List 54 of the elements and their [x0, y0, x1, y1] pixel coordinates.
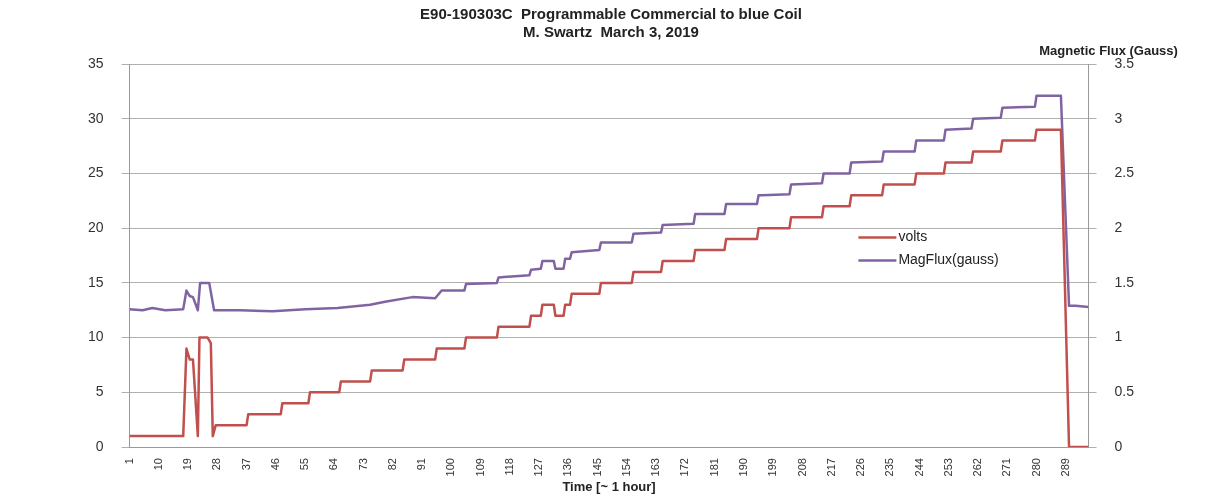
- x-tick-label: 271: [1000, 458, 1013, 477]
- y2-tick-label: 2.5: [1114, 164, 1135, 181]
- y2-tick-label: 3: [1114, 109, 1123, 126]
- x-tick-label: 55: [298, 458, 311, 471]
- legend-label: MagFlux(gauss): [898, 251, 999, 268]
- x-tick-label: 37: [239, 458, 252, 471]
- x-tick-label: 244: [912, 458, 925, 477]
- y-tick-label: 15: [87, 273, 104, 290]
- x-tick-label: 28: [210, 458, 223, 471]
- x-tick-label: 253: [941, 458, 954, 477]
- y-tick-label: 10: [87, 328, 104, 345]
- chart-subtitle: M. Swartz March 3, 2019: [523, 23, 699, 41]
- x-tick-label: 100: [444, 458, 457, 477]
- x-tick-label: 73: [356, 458, 369, 471]
- x-tick-label: 154: [619, 458, 632, 477]
- x-tick-label: 199: [766, 458, 779, 477]
- x-tick-label: 190: [736, 458, 749, 477]
- x-tick-label: 109: [473, 458, 486, 477]
- x-tick-label: 226: [854, 458, 867, 477]
- y2-tick-label: 0.5: [1114, 383, 1135, 400]
- x-tick-label: 91: [415, 458, 428, 471]
- x-tick-label: 235: [883, 458, 896, 477]
- x-tick-label: 172: [678, 458, 691, 477]
- x-tick-label: 136: [561, 458, 574, 477]
- y-tick-label: 30: [87, 109, 104, 126]
- x-tick-label: 19: [181, 458, 194, 471]
- y2-tick-label: 1: [1114, 328, 1123, 345]
- x-tick-label: 145: [590, 458, 603, 477]
- x-tick-label: 163: [649, 458, 662, 477]
- x-tick-label: 10: [151, 458, 164, 471]
- y2-tick-label: 0: [1114, 437, 1123, 454]
- x-tick-label: 262: [971, 458, 984, 477]
- y2-tick-label: 1.5: [1114, 273, 1135, 290]
- x-tick-label: 280: [1029, 458, 1042, 477]
- x-tick-label: 289: [1058, 458, 1071, 477]
- x-axis-title: Time [~ 1 hour]: [562, 478, 656, 494]
- x-tick-label: 1: [122, 458, 135, 465]
- x-tick-label: 208: [795, 458, 808, 477]
- chart-title: E90-190303C Programmable Commercial to blue Coil: [420, 5, 802, 23]
- x-tick-label: 127: [532, 458, 545, 477]
- y-tick-label: 20: [87, 219, 104, 236]
- x-tick-label: 118: [502, 458, 515, 476]
- x-tick-label: 82: [385, 458, 398, 471]
- x-tick-label: 217: [824, 458, 837, 477]
- x-tick-label: 64: [327, 458, 340, 471]
- legend-label: volts: [898, 228, 928, 245]
- x-tick-label: 46: [268, 458, 281, 471]
- y-tick-label: 35: [87, 54, 104, 71]
- y2-axis-title: Magnetic Flux (Gauss): [1039, 43, 1178, 59]
- y-tick-label: 5: [95, 383, 104, 400]
- y-tick-label: 25: [87, 164, 104, 181]
- y2-tick-label: 2: [1114, 219, 1123, 236]
- y-tick-label: 0: [95, 437, 104, 454]
- x-tick-label: 181: [707, 458, 720, 477]
